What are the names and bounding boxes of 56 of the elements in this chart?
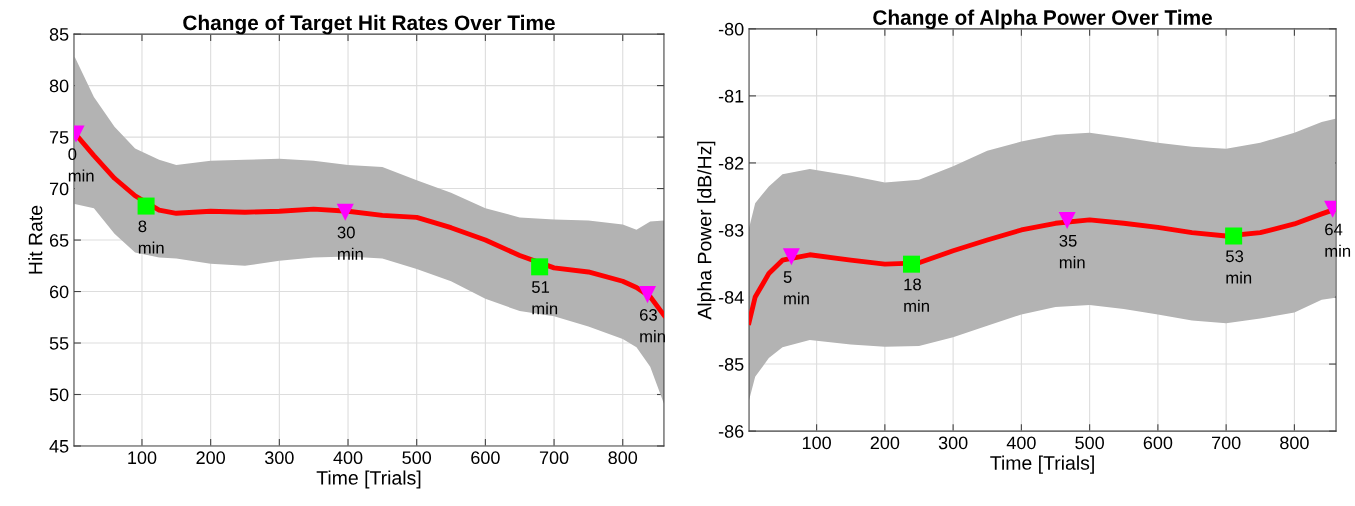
- point: [902, 255, 920, 273]
- x-tick-label: 100: [128, 451, 157, 465]
- x-tick-label: 800: [608, 451, 638, 465]
- point: [336, 203, 354, 221]
- y-tick-label: 75: [49, 131, 69, 144]
- chart-title: Change of Target Hit Rates Over Time: [183, 14, 555, 35]
- y-tick-label: 60: [49, 285, 69, 299]
- annotation: 0 min: [68, 148, 94, 182]
- annotation: 35 min: [1059, 234, 1085, 269]
- y-tick-label: -83: [718, 223, 744, 237]
- y-tick-label: 55: [49, 337, 69, 350]
- y-tick-label: -86: [718, 425, 744, 438]
- x-tick-label: 600: [471, 451, 500, 465]
- y-tick-label: -81: [718, 89, 744, 103]
- y-tick-label: -80: [718, 22, 744, 36]
- point: [1225, 227, 1243, 245]
- point: [782, 248, 800, 266]
- y-tick-label: 45: [49, 440, 69, 453]
- x-tick-label: 800: [1280, 436, 1309, 450]
- y-tick-label: 80: [49, 79, 69, 93]
- annotation: 64 min: [1325, 223, 1351, 257]
- annotation: 30 min: [337, 226, 363, 260]
- x-axis-title: Time [Trials]: [990, 455, 1094, 474]
- point: [137, 197, 155, 215]
- annotation: 63 min: [639, 308, 665, 343]
- y-axis-title: Hit Rate: [28, 205, 43, 274]
- x-tick-label: 500: [1075, 436, 1104, 450]
- x-tick-label: 400: [1006, 436, 1036, 450]
- x-axis-title: Time [Trials]: [316, 470, 421, 489]
- x-tick-label: 500: [402, 451, 432, 465]
- point: [638, 286, 656, 304]
- annotation: 51 min: [531, 281, 558, 315]
- y-tick-label: 50: [49, 388, 69, 402]
- x-tick-label: 200: [870, 436, 900, 450]
- x-tick-label: 300: [938, 436, 968, 450]
- y-tick-label: -84: [718, 290, 744, 304]
- point: [1058, 212, 1076, 230]
- x-tick-label: 600: [1143, 436, 1173, 450]
- y-tick-label: 85: [49, 28, 69, 41]
- annotation: 53 min: [1225, 250, 1252, 284]
- x-tick-label: 700: [539, 451, 569, 465]
- y-tick-label: -82: [718, 156, 744, 170]
- point: [531, 258, 549, 276]
- annotation: 18 min: [904, 278, 929, 312]
- x-tick-label: 300: [264, 451, 294, 465]
- x-tick-label: 100: [802, 436, 831, 450]
- y-axis-title: Alpha Power [dB/Hz]: [697, 141, 716, 320]
- chart-title: Change of Alpha Power Over Time: [873, 9, 1213, 30]
- y-tick-label: 70: [49, 182, 69, 196]
- y-tick-label: 65: [49, 233, 69, 247]
- y-tick-label: -85: [718, 358, 744, 371]
- annotation: 5 min: [783, 271, 809, 305]
- annotation: 8 min: [138, 220, 164, 254]
- x-tick-label: 700: [1212, 436, 1241, 450]
- x-tick-label: 200: [196, 451, 226, 465]
- x-tick-label: 400: [333, 451, 363, 465]
